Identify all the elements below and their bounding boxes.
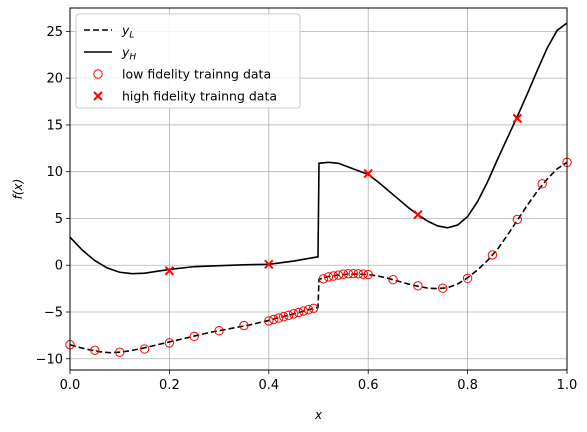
- low-fidelity-point: [333, 270, 344, 280]
- low-fidelity-point: [413, 281, 423, 291]
- x-tick-label: 0.8: [457, 378, 478, 393]
- low-fidelity-point: [283, 310, 294, 320]
- high-fidelity-point: [264, 259, 274, 270]
- x-tick-label: 0.0: [60, 378, 81, 393]
- y-tick-label: −5: [44, 306, 63, 321]
- low-fidelity-point: [323, 272, 334, 282]
- low-fidelity-point: [164, 338, 175, 348]
- low-fidelity-point: [318, 274, 329, 284]
- low-fidelity-point: [274, 313, 284, 323]
- y-tick-label: 10: [46, 165, 63, 180]
- x-axis-label: x: [314, 408, 323, 422]
- low-fidelity-point: [462, 273, 473, 284]
- legend-label-high-fidelity: high fidelity trainng data: [122, 89, 277, 104]
- low-fidelity-point: [139, 344, 150, 354]
- y-tick-label: 15: [46, 118, 63, 133]
- low-fidelity-point: [269, 314, 279, 325]
- x-tick-label: 0.2: [159, 378, 180, 393]
- low-fidelity-point: [338, 269, 349, 279]
- low-fidelity-point: [328, 271, 339, 281]
- x-tick-label: 0.4: [258, 378, 279, 393]
- legend-handle-low-fidelity: [93, 69, 103, 79]
- x-axis-ticks: 0.0 0.2 0.4 0.6 0.8 1.0: [60, 370, 578, 393]
- low-fidelity-point: [363, 269, 373, 280]
- high-fidelity-point: [512, 113, 523, 124]
- low-fidelity-point: [512, 214, 522, 225]
- low-fidelity-point: [239, 320, 249, 331]
- legend-box: [75, 13, 301, 109]
- low-fidelity-point: [388, 275, 398, 285]
- y-axis-label: f(x): [11, 179, 25, 200]
- low-fidelity-point: [279, 311, 289, 322]
- x-tick-label: 1.0: [557, 378, 578, 393]
- legend-handle-high-fidelity: [93, 91, 103, 101]
- legend-label-low-fidelity: low fidelity trainng data: [122, 67, 271, 82]
- low-fidelity-point: [90, 345, 100, 356]
- low-fidelity-point: [358, 269, 368, 279]
- low-fidelity-point: [487, 250, 498, 260]
- low-fidelity-point: [353, 269, 363, 279]
- low-fidelity-point: [303, 304, 314, 315]
- y-tick-label: 5: [55, 212, 63, 227]
- x-tick-label: 0.6: [358, 378, 379, 393]
- high-fidelity-point: [413, 210, 423, 220]
- low-fidelity-point: [537, 179, 547, 189]
- low-fidelity-point: [293, 307, 304, 318]
- y-axis-ticks: −10 −5 0 5 10 15 20 25: [36, 25, 70, 367]
- low-fidelity-point: [214, 326, 224, 336]
- low-fidelity-point: [343, 268, 354, 279]
- low-fidelity-point: [288, 309, 299, 319]
- plot-frame: [69, 7, 568, 371]
- low-fidelity-point: [115, 347, 125, 357]
- high-fidelity-point: [363, 168, 373, 179]
- low-fidelity-point: [308, 303, 319, 313]
- y-tick-label: −10: [36, 352, 63, 367]
- legend-label-h: yH: [121, 45, 136, 63]
- legend: yL yH low fidelity trainng data high fideli…: [75, 13, 301, 109]
- low-fidelity-point: [298, 306, 309, 316]
- low-fidelity-point: [438, 283, 448, 293]
- y-tick-label: 20: [46, 72, 63, 87]
- low-fidelity-point: [348, 268, 358, 279]
- y-tick-label: 0: [55, 259, 63, 274]
- legend-label-l: yL: [121, 23, 134, 41]
- plot-series: [65, 22, 572, 357]
- y-tick-label: 25: [46, 25, 63, 40]
- low-fidelity-point: [264, 316, 274, 326]
- high-fidelity-point: [164, 266, 175, 276]
- low-fidelity-point: [189, 331, 199, 342]
- series-line-l: [70, 161, 567, 354]
